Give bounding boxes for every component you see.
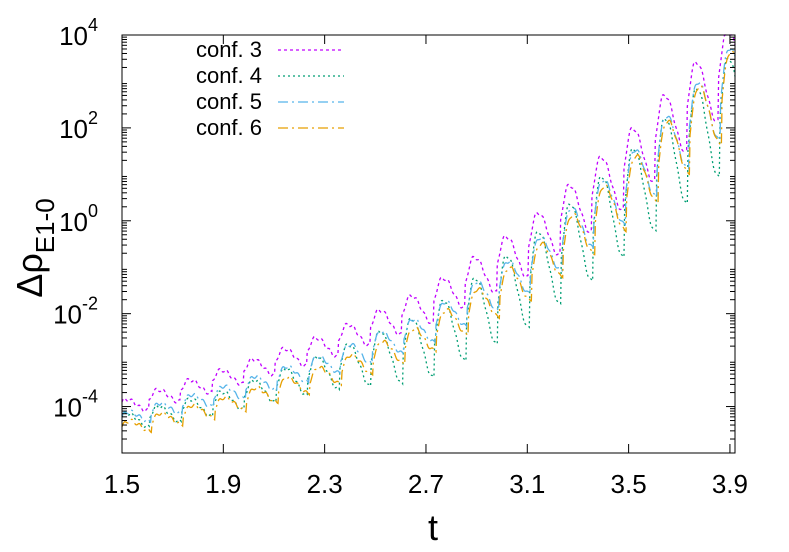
series-layer xyxy=(121,34,736,434)
series-line-4 xyxy=(121,57,736,428)
y-tick-label-exponent: -4 xyxy=(82,387,98,407)
y-tick-label: 10-4 xyxy=(53,387,98,423)
x-tick-label: 3.5 xyxy=(611,469,647,499)
plot-frame xyxy=(121,34,736,454)
x-tick-label: 3.1 xyxy=(509,469,545,499)
y-axis-title-base: Δρ xyxy=(9,253,50,298)
y-axis-title-sub-subscript: 1-0 xyxy=(30,198,60,236)
y-tick-label: 100 xyxy=(59,201,98,237)
y-axis-title-subscript: E xyxy=(30,236,60,253)
y-tick-label-base: 10 xyxy=(59,207,88,237)
y-tick-label-base: 10 xyxy=(59,114,88,144)
x-tick-label: 1.9 xyxy=(205,469,241,499)
x-tick-label: 2.7 xyxy=(408,469,444,499)
legend-label: conf. 4 xyxy=(196,63,262,88)
y-tick-label-exponent: 4 xyxy=(88,15,98,35)
legend-label: conf. 6 xyxy=(196,115,262,140)
legend-label: conf. 5 xyxy=(196,89,262,114)
y-tick-label-base: 10 xyxy=(53,393,82,423)
y-tick-label-base: 10 xyxy=(53,300,82,330)
x-tick-label: 2.3 xyxy=(307,469,343,499)
y-tick-label-exponent: 0 xyxy=(88,201,98,221)
y-axis-title: ΔρE1-0 xyxy=(9,198,60,297)
y-tick-label-base: 10 xyxy=(59,21,88,51)
y-tick-label-exponent: -2 xyxy=(82,294,98,314)
x-tick-label: 1.5 xyxy=(104,469,140,499)
y-tick-label: 104 xyxy=(59,15,98,51)
x-tick-label: 3.9 xyxy=(712,469,748,499)
series-line-3 xyxy=(121,34,736,413)
y-tick-label-exponent: 2 xyxy=(88,108,98,128)
x-axis-title: t xyxy=(428,507,438,548)
series-line-5 xyxy=(121,48,736,424)
legend-label: conf. 3 xyxy=(196,37,262,62)
y-tick-label: 10-2 xyxy=(53,294,98,330)
series-line-6 xyxy=(121,50,736,434)
y-tick-label: 102 xyxy=(59,108,98,144)
